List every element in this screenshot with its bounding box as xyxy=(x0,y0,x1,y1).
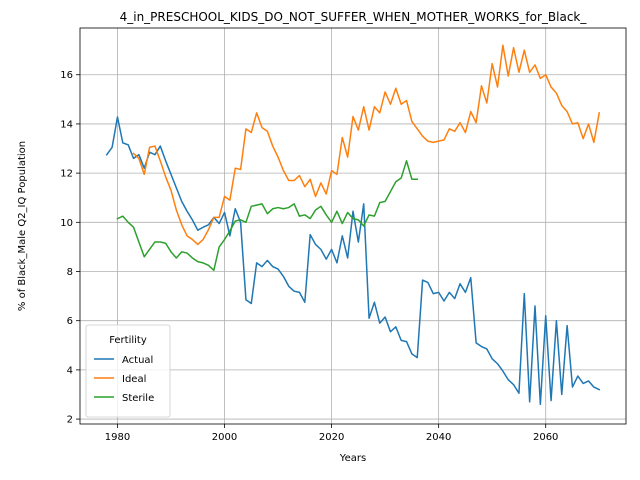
y-tick-label: 4 xyxy=(67,365,73,376)
legend-box xyxy=(85,324,171,418)
legend: Fertility Actual Ideal Sterile xyxy=(85,324,171,418)
legend-label-actual: Actual xyxy=(122,355,153,366)
series-line-sterile xyxy=(116,160,418,272)
y-tick-label: 6 xyxy=(67,316,73,327)
legend-title: Fertility xyxy=(109,335,147,346)
x-axis: 1980 2000 2020 2040 2060 xyxy=(105,424,558,443)
x-tick-label: 2040 xyxy=(426,432,451,443)
y-tick-label: 8 xyxy=(67,267,73,278)
y-axis-label: % of Black_Male Q2_IQ Population xyxy=(17,141,28,311)
y-tick-label: 2 xyxy=(67,415,73,426)
x-tick-label: 2000 xyxy=(212,432,237,443)
y-tick-label: 10 xyxy=(60,218,73,229)
series-line-ideal xyxy=(132,44,601,246)
legend-label-sterile: Sterile xyxy=(122,393,154,404)
plot-frame xyxy=(79,27,627,425)
y-tick-label: 12 xyxy=(60,169,73,180)
x-tick-label: 2060 xyxy=(533,432,558,443)
x-tick-label: 2020 xyxy=(319,432,344,443)
x-tick-label: 1980 xyxy=(105,432,130,443)
chart-title: 4_in_PRESCHOOL_KIDS_DO_NOT_SUFFER_WHEN_M… xyxy=(120,10,588,24)
series-line-actual xyxy=(105,116,601,406)
series-layer xyxy=(105,44,601,406)
x-axis-label: Years xyxy=(339,453,366,464)
legend-label-ideal: Ideal xyxy=(122,374,146,385)
y-tick-label: 14 xyxy=(60,119,73,130)
y-tick-label: 16 xyxy=(60,70,73,81)
y-axis: 2 4 6 8 10 12 14 16 xyxy=(60,70,80,426)
